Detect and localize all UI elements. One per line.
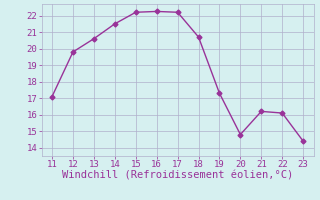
X-axis label: Windchill (Refroidissement éolien,°C): Windchill (Refroidissement éolien,°C) bbox=[62, 171, 293, 181]
